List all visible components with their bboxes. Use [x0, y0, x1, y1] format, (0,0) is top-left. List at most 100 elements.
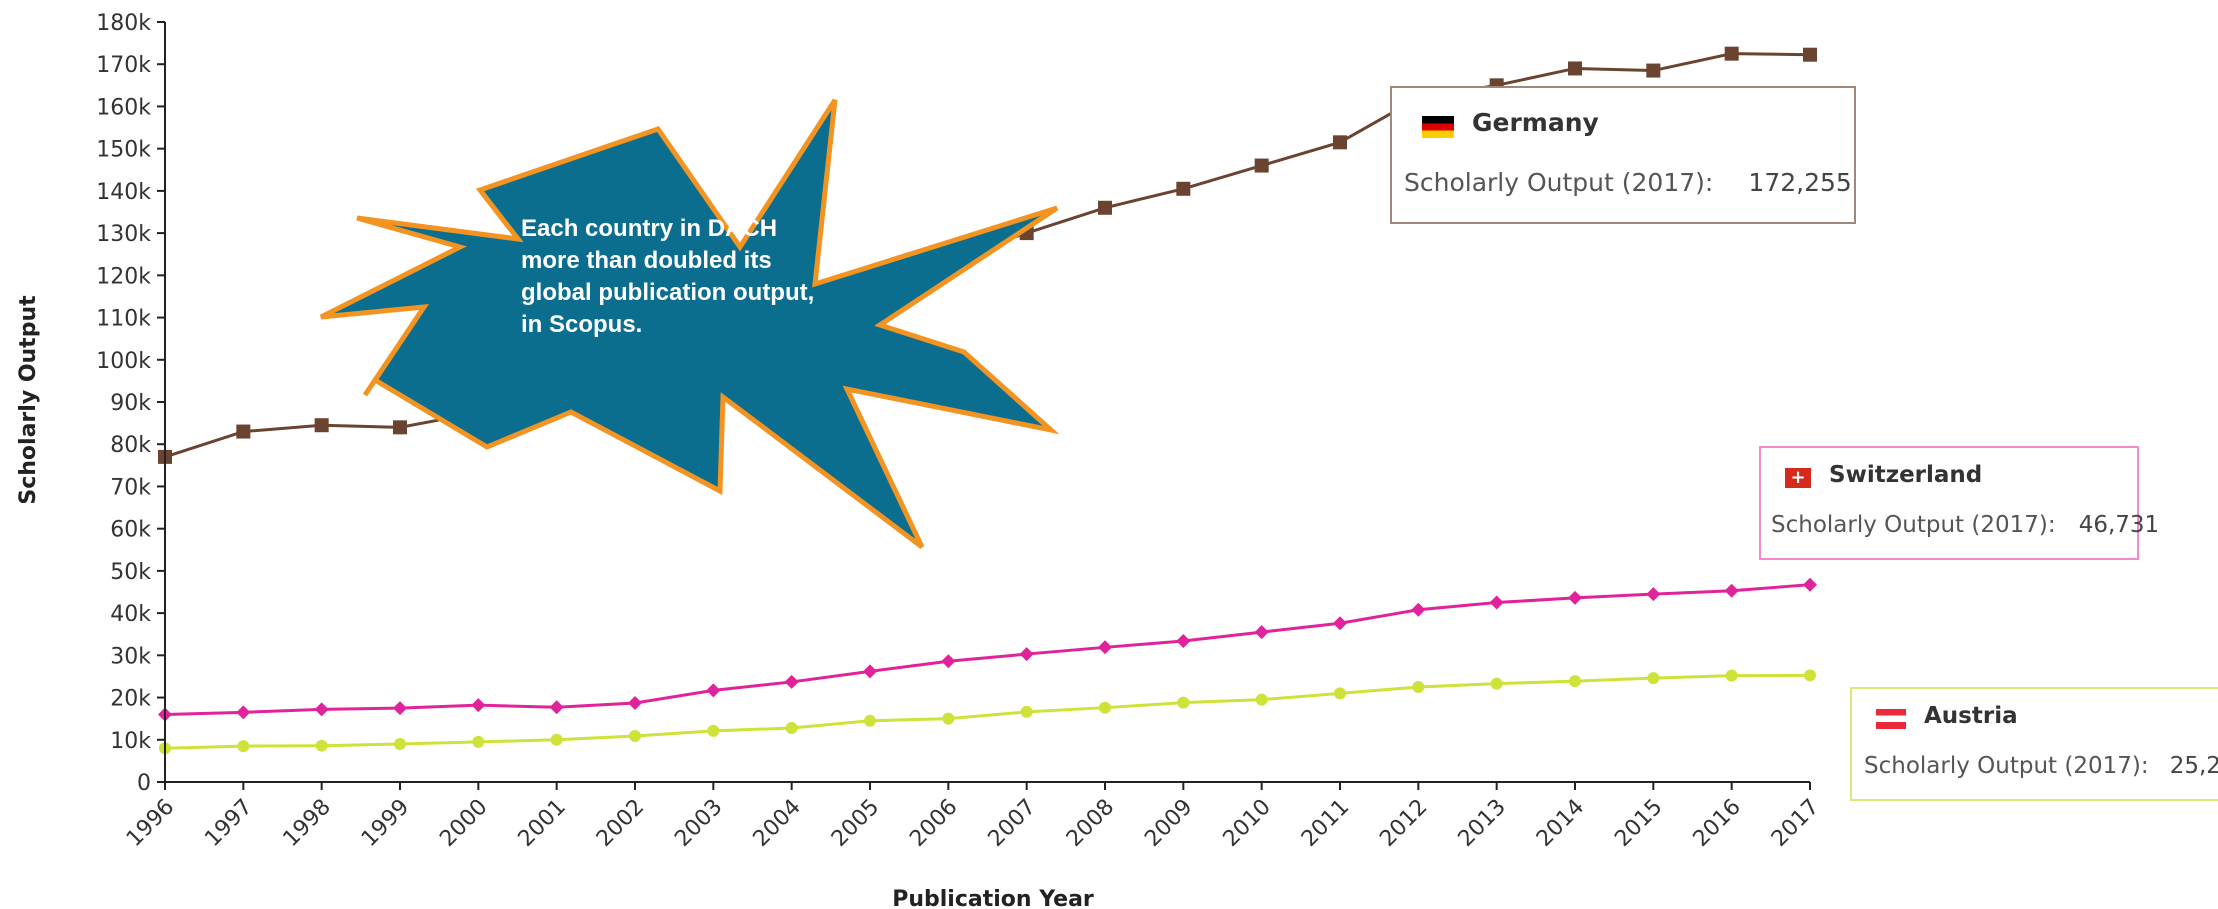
x-tick-label: 2013 [1454, 795, 1511, 852]
data-point-germany[interactable] [1568, 61, 1582, 76]
data-point-germany[interactable] [1333, 135, 1347, 150]
data-point-austria[interactable] [1490, 677, 1503, 690]
tooltip-germany-label: Scholarly Output (2017): [1404, 168, 1714, 197]
x-tick-label: 2007 [984, 795, 1041, 852]
data-point-austria[interactable] [864, 714, 876, 727]
data-point-austria[interactable] [1020, 705, 1033, 718]
data-point-germany[interactable] [1098, 200, 1112, 215]
x-tick-label: 2015 [1610, 795, 1667, 852]
data-point-switzerland[interactable] [1098, 640, 1112, 655]
data-point-austria[interactable] [1099, 701, 1111, 714]
data-point-switzerland[interactable] [1176, 633, 1191, 648]
data-point-switzerland[interactable] [1019, 647, 1034, 662]
y-tick-label: 120k [96, 264, 151, 289]
x-tick-label: 1996 [122, 795, 179, 852]
y-tick-label: 0 [137, 771, 151, 796]
tooltip-germany: Germany Scholarly Output (2017): 172,255 [1390, 86, 1856, 224]
data-point-germany[interactable] [314, 418, 329, 433]
data-point-austria[interactable] [472, 735, 485, 748]
data-point-switzerland[interactable] [471, 698, 486, 713]
data-point-germany[interactable] [1803, 47, 1817, 62]
data-point-austria[interactable] [1255, 693, 1268, 706]
tooltip-austria-country: Austria [1924, 703, 2018, 729]
callout-line-4: in Scopus. [521, 311, 642, 338]
y-tick-label: 60k [110, 518, 151, 543]
data-point-austria[interactable] [315, 739, 328, 752]
data-point-germany[interactable] [1646, 63, 1661, 78]
data-point-switzerland[interactable] [1568, 590, 1582, 605]
data-point-austria[interactable] [550, 733, 563, 746]
data-point-switzerland[interactable] [1411, 602, 1426, 617]
x-tick-label: 1998 [279, 795, 336, 852]
data-point-switzerland[interactable] [393, 701, 407, 716]
y-tick-label: 90k [110, 391, 151, 416]
data-point-switzerland[interactable] [314, 702, 329, 717]
data-point-germany[interactable] [393, 420, 407, 435]
data-point-switzerland[interactable] [1803, 577, 1817, 592]
x-tick-label: 2004 [749, 795, 806, 852]
x-tick-label: 2014 [1532, 795, 1589, 852]
tooltip-switzerland-value: 46,731 [2078, 512, 2160, 538]
data-point-austria[interactable] [394, 738, 406, 750]
callout-line-1: Each country in DACH [521, 215, 777, 242]
y-tick-label: 40k [110, 602, 151, 627]
data-point-switzerland[interactable] [549, 700, 564, 715]
starburst-shape [319, 98, 1060, 549]
data-point-austria[interactable] [785, 721, 798, 734]
x-tick-label: 2010 [1219, 795, 1276, 852]
tooltip-germany-country: Germany [1472, 108, 1599, 137]
data-point-austria[interactable] [1177, 696, 1190, 709]
x-tick-label: 2009 [1140, 795, 1197, 852]
germany-flag-icon [1422, 115, 1454, 138]
data-point-germany[interactable] [1176, 181, 1191, 196]
data-point-switzerland[interactable] [941, 654, 956, 669]
y-tick-label: 170k [96, 53, 151, 78]
y-tick-label: 20k [110, 687, 151, 712]
tooltip-germany-value: 172,255 [1748, 168, 1852, 197]
callout-starburst: Each country in DACH more than doubled i… [319, 98, 1060, 549]
data-point-austria[interactable] [1412, 681, 1425, 693]
data-point-switzerland[interactable] [1724, 583, 1739, 598]
data-point-austria[interactable] [1334, 687, 1346, 700]
data-point-austria[interactable] [629, 729, 641, 742]
tooltip-austria-value: 25,257 [2169, 753, 2218, 779]
data-point-switzerland[interactable] [784, 674, 799, 689]
y-tick-label: 50k [110, 560, 151, 585]
data-point-austria[interactable] [707, 724, 720, 737]
tooltip-austria: Austria Scholarly Output (2017): 25,257 [1850, 687, 2218, 801]
data-point-austria[interactable] [1647, 672, 1660, 685]
data-point-switzerland[interactable] [236, 705, 251, 720]
data-point-switzerland[interactable] [1333, 616, 1347, 631]
x-tick-label: 2001 [514, 795, 571, 852]
data-point-germany[interactable] [1724, 46, 1739, 61]
data-point-switzerland[interactable] [863, 664, 877, 679]
data-point-germany[interactable] [236, 424, 251, 439]
data-point-austria[interactable] [1804, 669, 1816, 682]
data-point-switzerland[interactable] [628, 696, 642, 711]
y-tick-label: 160k [96, 95, 151, 120]
data-point-switzerland[interactable] [1489, 595, 1504, 610]
x-tick-label: 2012 [1375, 795, 1432, 852]
series-line-switzerland [164, 583, 1811, 716]
x-axis-title: Publication Year [892, 887, 1094, 909]
y-tick-label: 110k [96, 307, 151, 332]
austria-flag-icon [1876, 708, 1906, 729]
x-tick-label: 2016 [1689, 795, 1746, 852]
x-tick-label: 2000 [435, 795, 492, 852]
data-point-switzerland[interactable] [1254, 625, 1269, 640]
data-point-austria[interactable] [942, 712, 955, 725]
data-point-switzerland[interactable] [706, 683, 721, 698]
x-tick-label: 1997 [200, 795, 257, 852]
data-point-germany[interactable] [1254, 158, 1269, 173]
data-point-austria[interactable] [1725, 669, 1738, 682]
data-point-austria[interactable] [1569, 675, 1581, 688]
data-point-austria[interactable] [237, 740, 250, 753]
y-tick-label: 30k [110, 644, 151, 669]
x-tick-label: 2006 [905, 795, 962, 852]
x-tick-label: 2005 [827, 795, 884, 852]
data-point-switzerland[interactable] [1646, 587, 1661, 602]
y-tick-label: 150k [96, 138, 151, 163]
y-tick-label: 10k [110, 729, 151, 754]
x-tick-label: 2002 [592, 795, 649, 852]
y-tick-label: 70k [110, 475, 151, 500]
